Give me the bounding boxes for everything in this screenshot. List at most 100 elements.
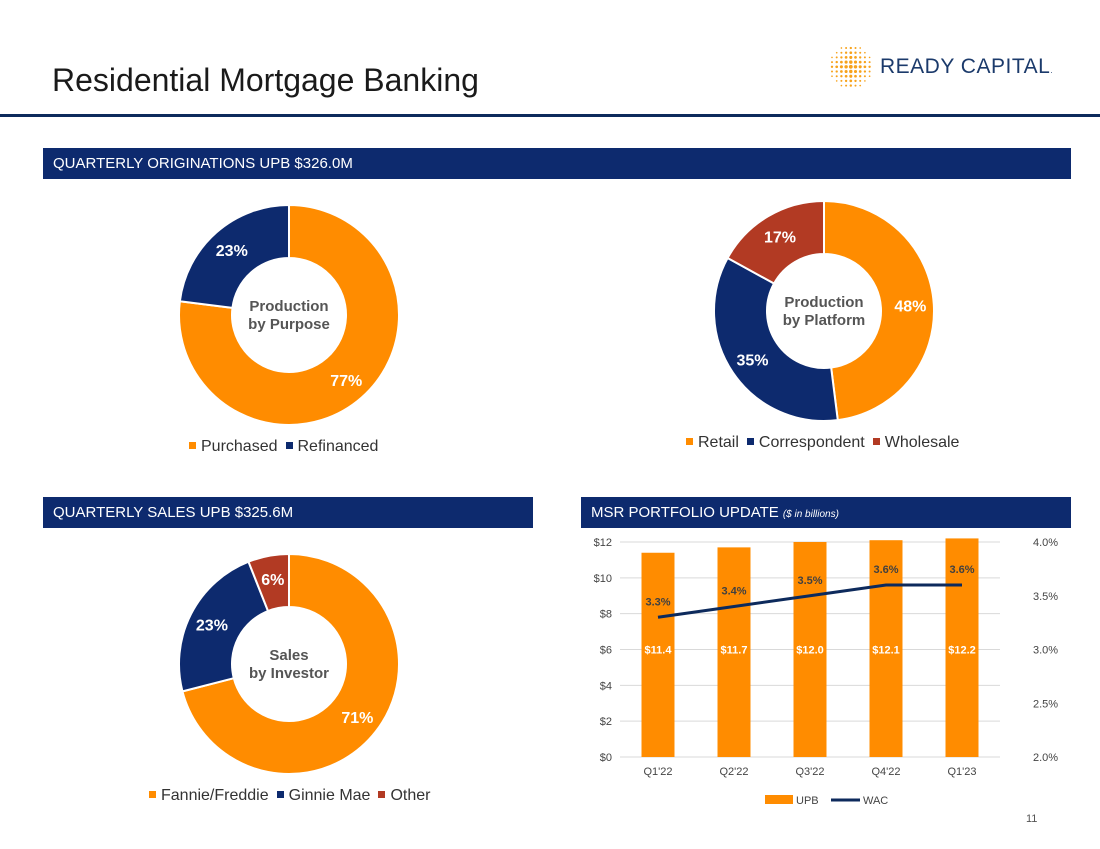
- slice-label-refinanced: 23%: [216, 243, 248, 260]
- legend-label: Wholesale: [884, 434, 960, 451]
- legend-label-upb: UPB: [796, 795, 819, 807]
- slice-refinanced: [178, 203, 290, 309]
- slice-correspondent: [713, 256, 839, 422]
- slice-other: [247, 552, 290, 613]
- legend-swatch-upb: [765, 795, 793, 804]
- y-left-tick-label: $10: [594, 573, 612, 585]
- legend-item-purchased: Purchased: [189, 438, 278, 455]
- logo-mark-icon: [830, 46, 871, 87]
- legend-swatch: [276, 791, 284, 799]
- production-by-purpose-legend: Purchased Refinanced: [189, 438, 378, 456]
- y-left-tick-label: $4: [600, 680, 612, 692]
- donut-center-label: by Purpose: [248, 316, 330, 333]
- legend-swatch: [378, 791, 386, 799]
- y-right-tick-label: 2.0%: [1033, 752, 1058, 764]
- legend-swatch: [285, 442, 293, 450]
- wac-value-label: 3.3%: [645, 596, 670, 608]
- legend-label: Ginnie Mae: [288, 787, 371, 804]
- wac-value-label: 3.4%: [721, 586, 746, 598]
- legend-item-wholesale: Wholesale: [872, 434, 960, 451]
- bar-value-label: $12.2: [948, 645, 976, 657]
- legend-item-refinanced: Refinanced: [285, 438, 379, 455]
- logo: READY CAPITAL.: [828, 42, 1068, 92]
- legend-swatch: [872, 438, 880, 446]
- y-right-tick-label: 4.0%: [1033, 537, 1058, 549]
- legend-label: Refinanced: [297, 438, 379, 455]
- slice-label-retail: 48%: [894, 299, 926, 316]
- legend-label: Fannie/Freddie: [161, 787, 269, 804]
- x-tick-label: Q2'22: [719, 766, 748, 778]
- msr-portfolio-chart: $0 $2 $4 $6 $8 $10 $12 2.0% 2.5% 3.0% 3.5% 4.0% $11.…: [594, 537, 1059, 807]
- slice-label-purchased: 77%: [330, 373, 362, 390]
- donut-center-label: by Investor: [249, 665, 329, 682]
- bar-value-label: $11.7: [721, 645, 748, 657]
- legend-swatch: [149, 791, 156, 799]
- bar-value-label: $11.4: [645, 645, 673, 657]
- wac-value-label: 3.5%: [797, 575, 822, 587]
- legend-item-correspondent: Correspondent: [746, 434, 865, 451]
- donut-center-label: by Platform: [783, 312, 866, 329]
- y-right-tick-label: 3.0%: [1033, 645, 1058, 657]
- legend-item-fannie-freddie: Fannie/Freddie: [149, 787, 269, 804]
- y-left-tick-label: $2: [600, 716, 612, 728]
- slice-label-ginnie-mae: 23%: [196, 618, 228, 635]
- sales-banner-text: QUARTERLY SALES UPB $325.6M: [53, 504, 294, 521]
- msr-banner-subtitle: ($ in billions): [782, 509, 839, 520]
- slice-label-other: 6%: [261, 572, 284, 589]
- originations-banner: QUARTERLY ORIGINATIONS UPB $326.0M: [43, 148, 1071, 179]
- bar-upb-q3-22: [793, 542, 827, 757]
- legend-item-other: Other: [378, 787, 430, 804]
- slice-label-wholesale: 17%: [764, 230, 796, 247]
- x-tick-label: Q1'22: [643, 766, 672, 778]
- legend-swatch: [746, 438, 754, 446]
- bar-upb-q4-22: [869, 540, 903, 757]
- bar-upb-q2-22: [717, 547, 751, 757]
- sales-banner: QUARTERLY SALES UPB $325.6M: [43, 497, 533, 528]
- y-right-tick-label: 2.5%: [1033, 698, 1058, 710]
- y-left-tick-label: $8: [600, 609, 612, 621]
- slice-wholesale: [726, 199, 825, 285]
- x-tick-label: Q3'22: [795, 766, 824, 778]
- msr-banner-text: MSR PORTFOLIO UPDATE: [591, 504, 779, 521]
- legend-label: Purchased: [201, 438, 278, 455]
- legend-label: Retail: [698, 434, 739, 451]
- x-tick-label: Q4'22: [871, 766, 900, 778]
- slice-label-correspondent: 35%: [736, 353, 768, 370]
- slice-fannie-freddie: [181, 552, 400, 775]
- slice-purchased: [178, 203, 400, 426]
- production-by-platform-legend: Retail Correspondent Wholesale: [686, 434, 959, 452]
- donut-center-label: Sales: [269, 647, 308, 664]
- y-left-tick-label: $6: [600, 645, 612, 657]
- y-left-tick-label: $0: [600, 752, 612, 764]
- legend-label-wac: WAC: [863, 795, 888, 807]
- y-right-tick-label: 3.5%: [1033, 591, 1058, 603]
- wac-value-label: 3.6%: [949, 564, 974, 576]
- y-left-tick-label: $12: [594, 537, 612, 549]
- legend-label: Correspondent: [758, 434, 865, 451]
- legend-item-retail: Retail: [686, 434, 739, 451]
- slice-ginnie-mae: [178, 560, 270, 693]
- donut-center-label: Production: [249, 298, 328, 315]
- sales-by-investor-legend: Fannie/Freddie Ginnie Mae Other: [149, 787, 430, 805]
- slice-label-fannie-freddie: 71%: [341, 710, 373, 727]
- bar-value-label: $12.0: [796, 645, 824, 657]
- bar-upb-q1-23: [945, 538, 979, 757]
- wac-value-label: 3.6%: [873, 564, 898, 576]
- x-tick-label: Q1'23: [947, 766, 976, 778]
- logo-text: READY CAPITAL.: [880, 55, 1054, 78]
- legend-label: Other: [390, 787, 431, 804]
- originations-banner-text: QUARTERLY ORIGINATIONS UPB $326.0M: [53, 155, 353, 172]
- bar-value-label: $12.1: [872, 645, 900, 657]
- page-number: 11: [1026, 813, 1038, 825]
- wac-line: [657, 583, 962, 619]
- legend-swatch: [189, 442, 196, 450]
- donut-center-label: Production: [784, 294, 863, 311]
- bar-upb-q1-22: [641, 552, 675, 757]
- msr-banner: MSR PORTFOLIO UPDATE ($ in billions): [581, 497, 1071, 528]
- page-title: Residential Mortgage Banking: [52, 62, 479, 98]
- header-rule: [0, 114, 1100, 117]
- legend-item-ginnie-mae: Ginnie Mae: [276, 787, 371, 804]
